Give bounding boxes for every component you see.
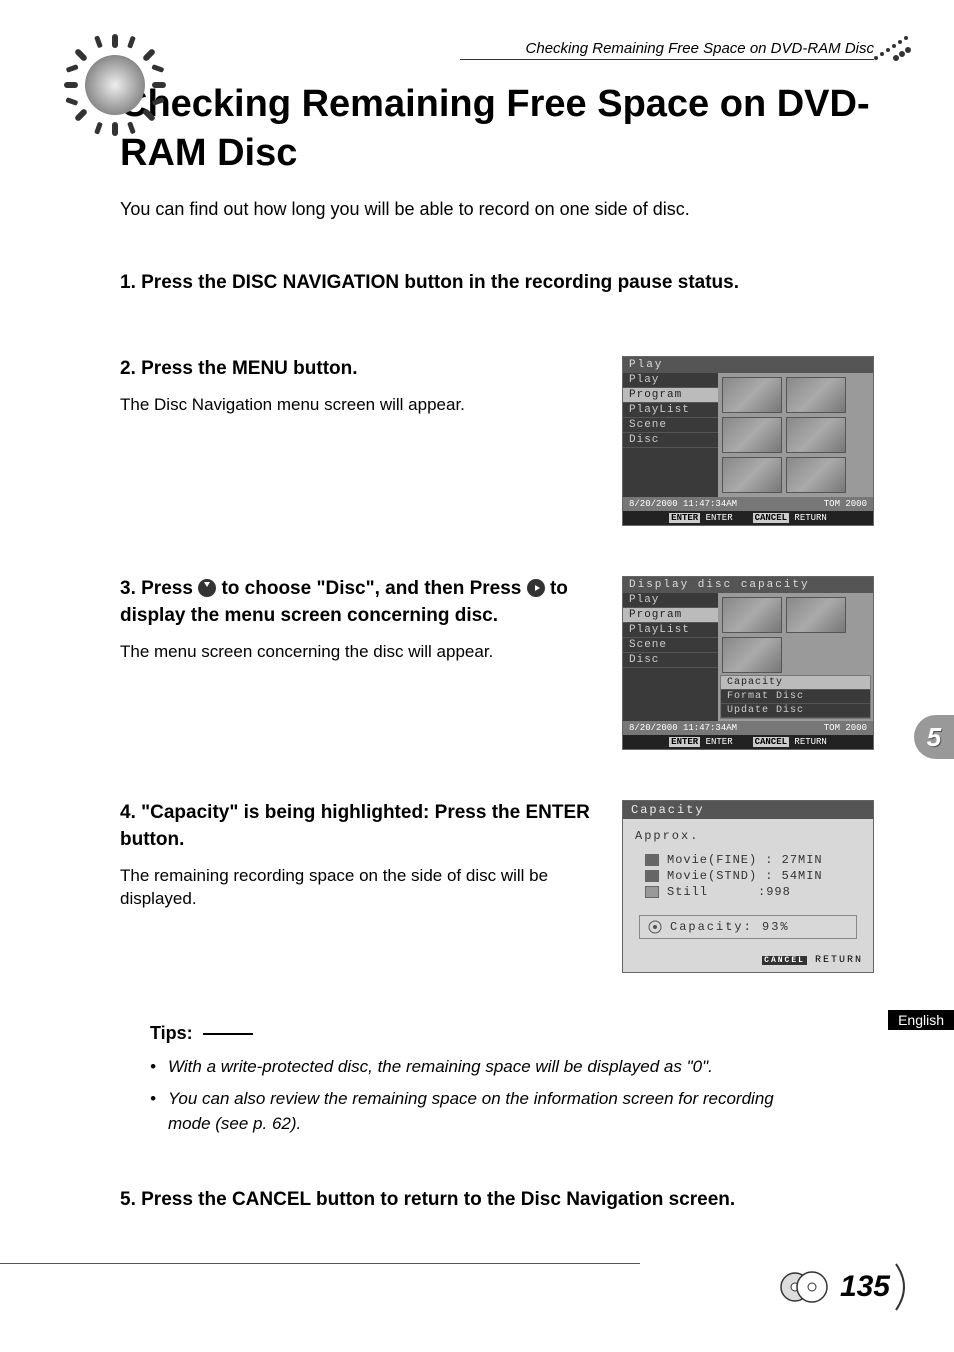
step-5-head: 5. Press the CANCEL button to return to … [120, 1187, 874, 1214]
step-2: 2. Press the MENU button. The Disc Navig… [120, 356, 874, 526]
corner-decoration-icon [866, 28, 916, 68]
menu1-date: 8/20/2000 11:47:34AM [629, 499, 737, 509]
joystick-down-icon [198, 579, 216, 597]
thumbnail [722, 597, 782, 633]
menu2-title: Display disc capacity [623, 577, 873, 593]
page-number: 135 [780, 1270, 890, 1304]
thumbnail [722, 457, 782, 493]
step-4-head: 4. "Capacity" is being highlighted: Pres… [120, 800, 602, 853]
step-4: 4. "Capacity" is being highlighted: Pres… [120, 800, 874, 973]
disc-pair-icon [780, 1270, 830, 1304]
capacity-approx: Approx. [635, 829, 861, 843]
capacity-row: Movie(STND) : 54MIN [645, 869, 861, 883]
menu2-right: TOM 2000 [824, 723, 867, 733]
screenshot-menu-2: Display disc capacity Play Program PlayL… [622, 576, 874, 750]
step-4-body: The remaining recording space on the sid… [120, 864, 602, 912]
step-1-head: 1. Press the DISC NAVIGATION button in t… [120, 270, 874, 297]
step-2-body: The Disc Navigation menu screen will app… [120, 393, 602, 417]
capacity-row: Still :998 [645, 885, 861, 899]
thumbnail [786, 417, 846, 453]
tip-item: With a write-protected disc, the remaini… [150, 1054, 814, 1080]
page-title: Checking Remaining Free Space on DVD-RAM… [120, 80, 874, 179]
capacity-title: Capacity [623, 801, 873, 819]
step-3-head: 3. Press to choose "Disc", and then Pres… [120, 576, 602, 629]
step-1: 1. Press the DISC NAVIGATION button in t… [120, 270, 874, 307]
menu2-items: Play Program PlayList Scene Disc [623, 593, 718, 721]
step-5: 5. Press the CANCEL button to return to … [120, 1187, 874, 1224]
capacity-percent: Capacity: 93% [639, 915, 857, 939]
tips-rule [203, 1033, 253, 1035]
disc-small-icon [648, 920, 662, 934]
tips-box: Tips: With a write-protected disc, the r… [150, 1023, 814, 1137]
movie-icon [645, 870, 659, 882]
footer-rule [0, 1263, 640, 1264]
section-burst-icon [60, 30, 170, 140]
intro-text: You can find out how long you will be ab… [120, 199, 914, 220]
joystick-right-icon [527, 579, 545, 597]
movie-icon [645, 854, 659, 866]
thumbnail [722, 637, 782, 673]
page-bracket-icon [894, 1262, 914, 1312]
screenshot-capacity: Capacity Approx. Movie(FINE) : 27MIN Mov… [622, 800, 874, 973]
thumbnail [722, 377, 782, 413]
menu1-title: Play [623, 357, 873, 373]
capacity-row: Movie(FINE) : 27MIN [645, 853, 861, 867]
chapter-tab: 5 [914, 715, 954, 759]
tip-item: You can also review the remaining space … [150, 1086, 814, 1137]
menu1-items: Play Program PlayList Scene Disc [623, 373, 718, 497]
step-3-body: The menu screen concerning the disc will… [120, 640, 602, 664]
thumbnail [722, 417, 782, 453]
thumbnail [786, 377, 846, 413]
breadcrumb: Checking Remaining Free Space on DVD-RAM… [460, 40, 874, 60]
menu2-date: 8/20/2000 11:47:34AM [629, 723, 737, 733]
menu1-right: TOM 2000 [824, 499, 867, 509]
menu2-submenu: Capacity Format Disc Update Disc [720, 675, 871, 719]
language-tab: English [888, 1010, 954, 1030]
tips-label: Tips: [150, 1023, 193, 1044]
thumbnail [786, 457, 846, 493]
still-icon [645, 886, 659, 898]
thumbnail [786, 597, 846, 633]
step-2-head: 2. Press the MENU button. [120, 356, 602, 383]
step-3: 3. Press to choose "Disc", and then Pres… [120, 576, 874, 750]
screenshot-menu-1: Play Play Program PlayList Scene Disc [622, 356, 874, 526]
